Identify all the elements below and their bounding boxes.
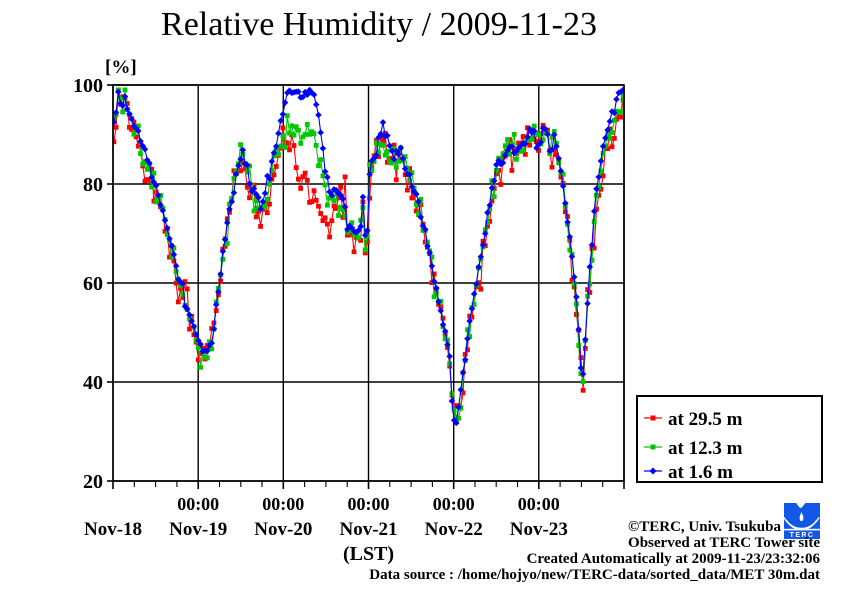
svg-text:80: 80 — [83, 174, 103, 196]
svg-text:Nov-19: Nov-19 — [169, 519, 227, 540]
svg-text:00:00: 00:00 — [348, 494, 390, 514]
svg-text:at 1.6 m: at 1.6 m — [668, 462, 733, 483]
svg-text:60: 60 — [83, 273, 103, 295]
svg-text:at 12.3 m: at 12.3 m — [668, 438, 743, 459]
svg-text:20: 20 — [83, 471, 103, 493]
svg-text:100: 100 — [73, 75, 103, 97]
svg-text:(LST): (LST) — [343, 543, 394, 565]
svg-text:Nov-18: Nov-18 — [84, 519, 142, 540]
svg-text:00:00: 00:00 — [518, 494, 560, 514]
svg-text:00:00: 00:00 — [433, 494, 475, 514]
svg-text:40: 40 — [83, 372, 103, 394]
svg-text:Nov-22: Nov-22 — [425, 519, 483, 540]
svg-text:00:00: 00:00 — [262, 494, 304, 514]
svg-text:[%]: [%] — [105, 57, 137, 78]
svg-text:Nov-20: Nov-20 — [254, 519, 312, 540]
svg-text:00:00: 00:00 — [177, 494, 219, 514]
svg-text:Nov-21: Nov-21 — [339, 519, 397, 540]
svg-text:at 29.5 m: at 29.5 m — [668, 409, 743, 430]
